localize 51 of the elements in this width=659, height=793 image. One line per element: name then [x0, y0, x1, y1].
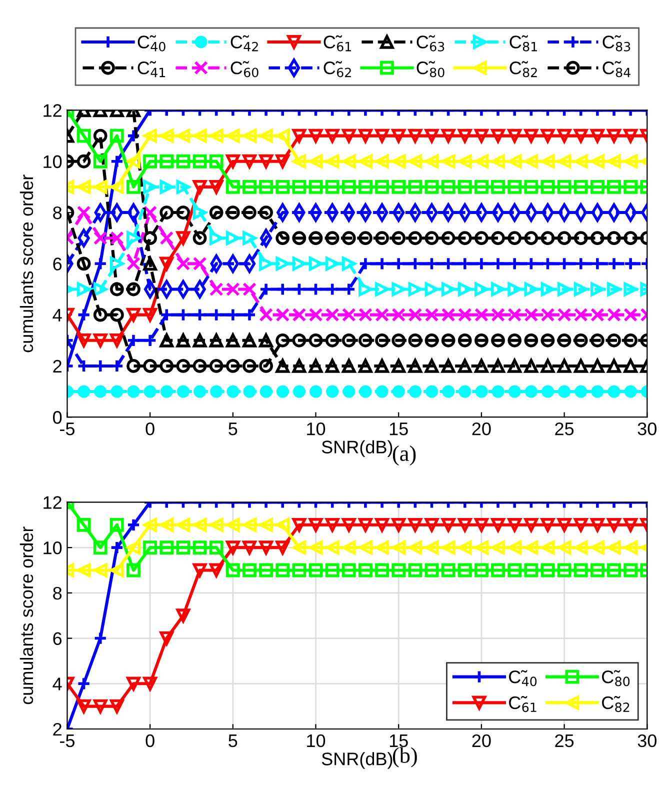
x-tick-label: -5 [60, 422, 74, 436]
y-tick-label: 12 [44, 496, 62, 509]
legend-label: C̃$_{82}$ [602, 696, 630, 712]
x-tick-label: 10 [307, 734, 326, 748]
legend-label: C̃$_{42}$ [230, 35, 258, 52]
y-tick-label: 12 [44, 104, 62, 117]
text: (b) [392, 747, 417, 768]
text: (a) [392, 445, 416, 466]
x-tick-label: 30 [638, 734, 656, 748]
legend-label: C̃$_{61}$ [509, 696, 536, 712]
legend-label: C̃$_{80}$ [416, 61, 444, 78]
legend-label: C̃$_{82}$ [510, 61, 537, 78]
y-tick-label: 8 [53, 586, 62, 600]
legend-label: C̃$_{40}$ [509, 670, 537, 686]
x-tick-label: -5 [60, 734, 74, 748]
y-tick-label: 8 [53, 206, 62, 220]
legend-label: C̃$_{81}$ [510, 35, 537, 52]
x-tick-label: 25 [555, 422, 574, 436]
x-axis-title: SNR(dB) [322, 440, 392, 458]
x-tick-label: 5 [228, 422, 238, 436]
legend-label: C̃$_{84}$ [602, 61, 630, 78]
x-tick-label: 0 [146, 422, 154, 436]
x-tick-label: 15 [390, 734, 408, 748]
legend-label: C̃$_{63}$ [416, 35, 444, 52]
y-tick-label: 0 [53, 411, 62, 424]
x-axis-title: SNR(dB) [322, 752, 392, 769]
legend-label: C̃$_{80}$ [602, 670, 630, 686]
legend-label: C̃$_{83}$ [602, 35, 630, 52]
legend-label: C̃$_{62}$ [324, 61, 351, 78]
x-tick-label: 20 [472, 734, 491, 748]
y-tick-label: 10 [44, 155, 62, 168]
legend-label: C̃$_{61}$ [324, 35, 351, 52]
y-tick-label: 2 [53, 360, 62, 373]
x-tick-label: 10 [307, 422, 326, 436]
y-tick-label: 6 [53, 258, 62, 270]
y-tick-label: 10 [44, 542, 62, 554]
y-axis-title: cumulants score order [20, 526, 34, 704]
x-tick-label: 25 [555, 734, 574, 748]
x-tick-label: 15 [390, 422, 408, 436]
x-tick-label: 30 [638, 422, 656, 436]
y-axis-title: cumulants score order [20, 174, 34, 352]
x-tick-label: 0 [146, 734, 154, 748]
y-tick-label: 4 [52, 678, 62, 690]
legend-label: C̃$_{40}$ [138, 35, 166, 52]
legend-label: C̃$_{41}$ [138, 61, 166, 78]
y-tick-label: 6 [53, 632, 62, 646]
y-tick-label: 2 [53, 722, 62, 736]
x-tick-label: 5 [228, 734, 238, 748]
y-tick-label: 4 [52, 308, 62, 322]
legend-label: C̃$_{60}$ [230, 61, 258, 78]
x-tick-label: 20 [472, 422, 491, 436]
